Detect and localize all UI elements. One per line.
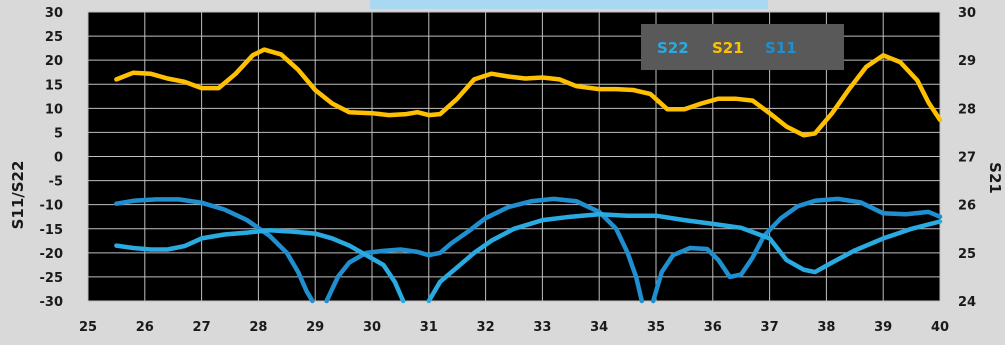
y-left-tick-label: 15 [45, 78, 63, 93]
x-tick-label: 31 [420, 320, 438, 335]
y-left-tick-label: -15 [40, 223, 64, 238]
x-tick-label: 29 [306, 320, 324, 335]
x-tick-label: 28 [249, 320, 267, 335]
y-left-tick-label: -30 [40, 295, 64, 310]
series-line-s22-seg1 [114, 227, 406, 304]
x-tick-label: 25 [79, 320, 97, 335]
x-tick-label: 37 [761, 320, 779, 335]
y-axis-right-title: S21 [986, 162, 1004, 194]
y-right-tick-label: 28 [958, 102, 976, 117]
x-tick-label: 35 [647, 320, 665, 335]
x-tick-label: 39 [874, 320, 892, 335]
x-tick-label: 36 [704, 320, 722, 335]
y-right-tick-label: 30 [958, 6, 976, 21]
series-line-s11-seg1 [114, 197, 315, 304]
right-axis-ticks: 30 29 28 27 26 25 24 [958, 6, 976, 310]
legend-entry-s11: S11 [765, 39, 797, 57]
y-left-tick-label: -5 [49, 175, 63, 190]
y-left-tick-label: 20 [45, 54, 63, 69]
x-tick-label: 38 [817, 320, 835, 335]
y-left-tick-label: 5 [54, 126, 63, 141]
y-left-tick-label: 0 [54, 151, 63, 166]
x-tick-label: 40 [931, 320, 949, 335]
legend-box [641, 24, 844, 70]
y-axis-left-title: S11/S22 [9, 161, 27, 230]
x-axis-ticks: 25 26 27 28 29 30 31 32 33 34 35 36 37 38 39 40 [79, 320, 949, 335]
x-tick-label: 33 [533, 320, 551, 335]
legend: S22 S21 S11 [641, 24, 844, 70]
series-line-s11-seg2 [324, 196, 645, 304]
y-left-tick-label: -10 [40, 199, 64, 214]
y-right-tick-label: 29 [958, 54, 976, 69]
series-layer [114, 47, 943, 304]
left-axis-ticks: 30 25 20 15 10 5 0 -5 -10 -15 -20 -25 -30 [40, 6, 64, 310]
y-left-tick-label: -20 [40, 247, 64, 262]
y-right-tick-label: 25 [958, 247, 976, 262]
x-tick-label: 34 [590, 320, 608, 335]
top-highlight-bar [370, 0, 768, 9]
y-left-tick-label: 25 [45, 30, 63, 45]
y-left-tick-label: 10 [45, 102, 63, 117]
legend-entry-s22: S22 [657, 39, 689, 57]
series-line-s22-seg2 [426, 212, 943, 304]
x-tick-label: 32 [477, 320, 495, 335]
series-line-s21 [114, 47, 943, 138]
x-tick-label: 30 [363, 320, 381, 335]
y-right-tick-label: 24 [958, 295, 976, 310]
y-right-tick-label: 27 [958, 151, 976, 166]
legend-entry-s21: S21 [712, 39, 744, 57]
y-left-tick-label: 30 [45, 6, 63, 21]
x-tick-label: 26 [136, 320, 154, 335]
y-right-tick-label: 26 [958, 199, 976, 214]
x-tick-label: 27 [193, 320, 211, 335]
y-left-tick-label: -25 [40, 271, 64, 286]
